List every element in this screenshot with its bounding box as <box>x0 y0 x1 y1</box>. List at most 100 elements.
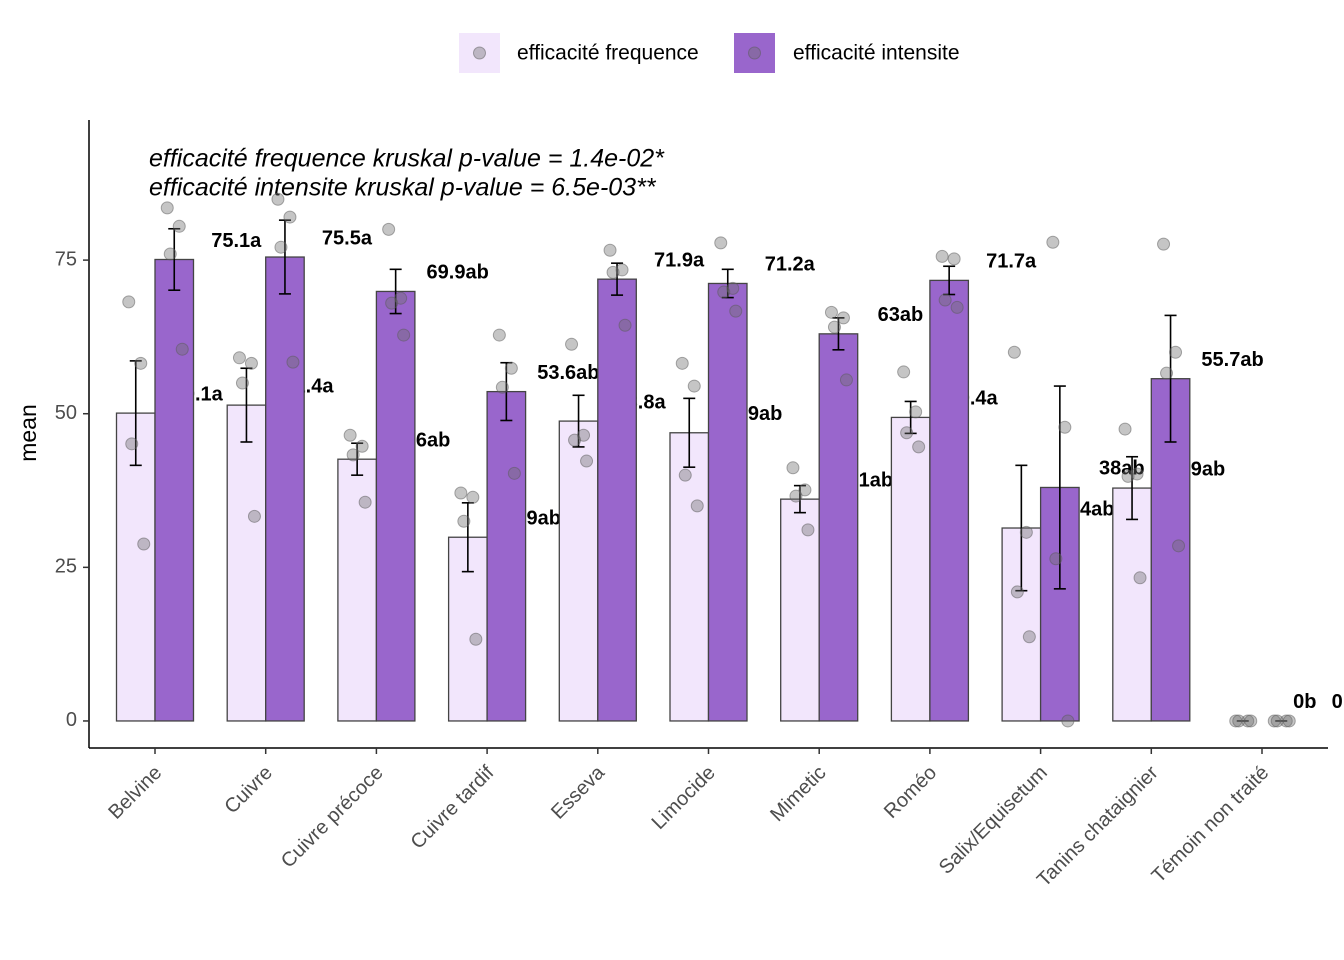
bar <box>486 390 527 722</box>
data-point <box>897 365 911 379</box>
value-label: 71.7a <box>986 251 1037 273</box>
error-bar <box>389 268 402 315</box>
data-point <box>912 440 926 454</box>
data-point <box>675 356 689 370</box>
data-point <box>618 318 632 332</box>
data-point <box>507 466 521 480</box>
data-point <box>235 376 249 390</box>
data-point <box>1058 420 1072 434</box>
error-bar <box>240 367 253 443</box>
data-point <box>1232 714 1246 728</box>
data-point <box>358 495 372 509</box>
data-point <box>343 428 357 442</box>
data-point <box>909 405 923 419</box>
bar <box>818 333 859 722</box>
annotation: efficacité intensite kruskal p-value = 6… <box>149 174 657 202</box>
data-point <box>1160 366 1174 380</box>
bar <box>375 290 416 722</box>
data-point <box>283 210 297 224</box>
data-point <box>1121 469 1135 483</box>
data-point <box>122 295 136 309</box>
bar <box>929 279 970 722</box>
data-point <box>606 265 620 279</box>
value-label: 0b <box>1293 691 1316 713</box>
data-point <box>938 293 952 307</box>
error-bar <box>1015 464 1028 592</box>
data-point <box>346 448 360 462</box>
value-label: 55.7ab <box>1201 349 1263 371</box>
data-point <box>580 454 594 468</box>
data-point <box>466 490 480 504</box>
data-point <box>495 380 509 394</box>
error-bar <box>1126 455 1139 521</box>
data-point <box>1279 714 1293 728</box>
data-point <box>1172 539 1186 553</box>
data-point <box>1244 714 1258 728</box>
data-point <box>947 252 961 266</box>
x-tick-label: Cuivre précoce <box>277 762 388 873</box>
data-point <box>274 240 288 254</box>
x-tick-label: Salix/Equisetum <box>935 762 1052 879</box>
bar <box>707 282 748 722</box>
data-point <box>247 509 261 523</box>
data-point <box>1019 525 1033 539</box>
x-tick-label: Mimetic <box>766 762 830 826</box>
data-point <box>1010 585 1024 599</box>
data-point <box>1157 237 1171 251</box>
x-tick-label: Cuivre <box>221 762 277 818</box>
bar <box>226 404 267 722</box>
data-point <box>950 300 964 314</box>
data-point <box>454 486 468 500</box>
data-point <box>1118 422 1132 436</box>
data-point <box>1133 571 1147 585</box>
data-point <box>690 499 704 513</box>
bar <box>337 458 378 722</box>
data-point <box>687 379 701 393</box>
x-tick-label: Tanins chataignier <box>1033 761 1163 891</box>
data-point <box>1241 714 1255 728</box>
data-point <box>492 328 506 342</box>
data-point <box>125 437 139 451</box>
data-point <box>134 356 148 370</box>
data-point <box>286 355 300 369</box>
y-tick-label: 25 <box>55 556 77 578</box>
data-point <box>172 219 186 233</box>
data-point <box>175 342 189 356</box>
x-tick-label: Belvine <box>104 762 166 824</box>
data-point <box>1061 714 1075 728</box>
data-point <box>382 222 396 236</box>
bar <box>597 278 637 722</box>
legend-swatch <box>459 33 500 73</box>
data-point <box>244 356 258 370</box>
x-tick-label: Limocide <box>648 762 720 834</box>
data-point <box>355 439 369 453</box>
y-tick-label: 50 <box>55 402 77 424</box>
bar <box>669 432 710 722</box>
bar <box>154 258 195 722</box>
bar <box>558 420 599 722</box>
data-point <box>385 296 399 310</box>
data-point <box>232 351 246 365</box>
data-point <box>568 433 582 447</box>
y-tick-label: 75 <box>55 248 77 270</box>
data-point <box>839 373 853 387</box>
data-point <box>1022 630 1036 644</box>
bar <box>265 256 305 722</box>
value-label: 69.9ab <box>427 262 489 284</box>
data-point <box>789 489 803 503</box>
data-point <box>397 328 411 342</box>
data-point <box>603 243 617 257</box>
annotation: efficacité frequence kruskal p-value = 1… <box>149 145 665 173</box>
y-axis-label: mean <box>15 404 41 462</box>
value-label: 71.2a <box>765 254 816 276</box>
bar <box>890 416 931 722</box>
legend-label: efficacité frequence <box>517 42 699 65</box>
data-point <box>935 249 949 263</box>
bar <box>1112 487 1152 722</box>
legend-swatch <box>734 33 775 73</box>
data-point <box>1046 235 1060 249</box>
value-label: 63ab <box>878 304 924 326</box>
value-label: 0b <box>1332 691 1344 713</box>
data-point <box>801 523 815 537</box>
